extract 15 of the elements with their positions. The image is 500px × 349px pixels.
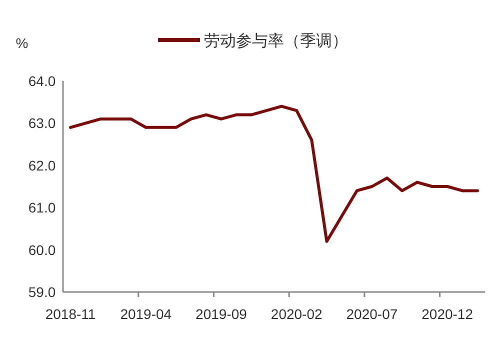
x-tick-label: 2020-12 (422, 306, 474, 322)
line-series (69, 104, 479, 243)
y-tick-label: 62.0 (28, 157, 56, 174)
x-tick-label: 2018-11 (45, 306, 96, 322)
x-tick-label: 2019-09 (196, 306, 248, 322)
x-tick-label: 2020-02 (270, 306, 323, 322)
y-tick-label: 64.0 (28, 73, 56, 89)
y-tick-label: 60.0 (28, 242, 56, 258)
x-tick-label: 2020-07 (346, 306, 398, 322)
legend-label: 劳动参与率（季调） (204, 32, 348, 50)
y-tick-label: 63.0 (28, 115, 56, 132)
y-axis-title: % (16, 35, 28, 51)
x-tick-label: 2019-04 (120, 306, 172, 322)
y-tick-label: 61.0 (28, 200, 56, 216)
y-tick-label: 59.0 (28, 284, 56, 300)
